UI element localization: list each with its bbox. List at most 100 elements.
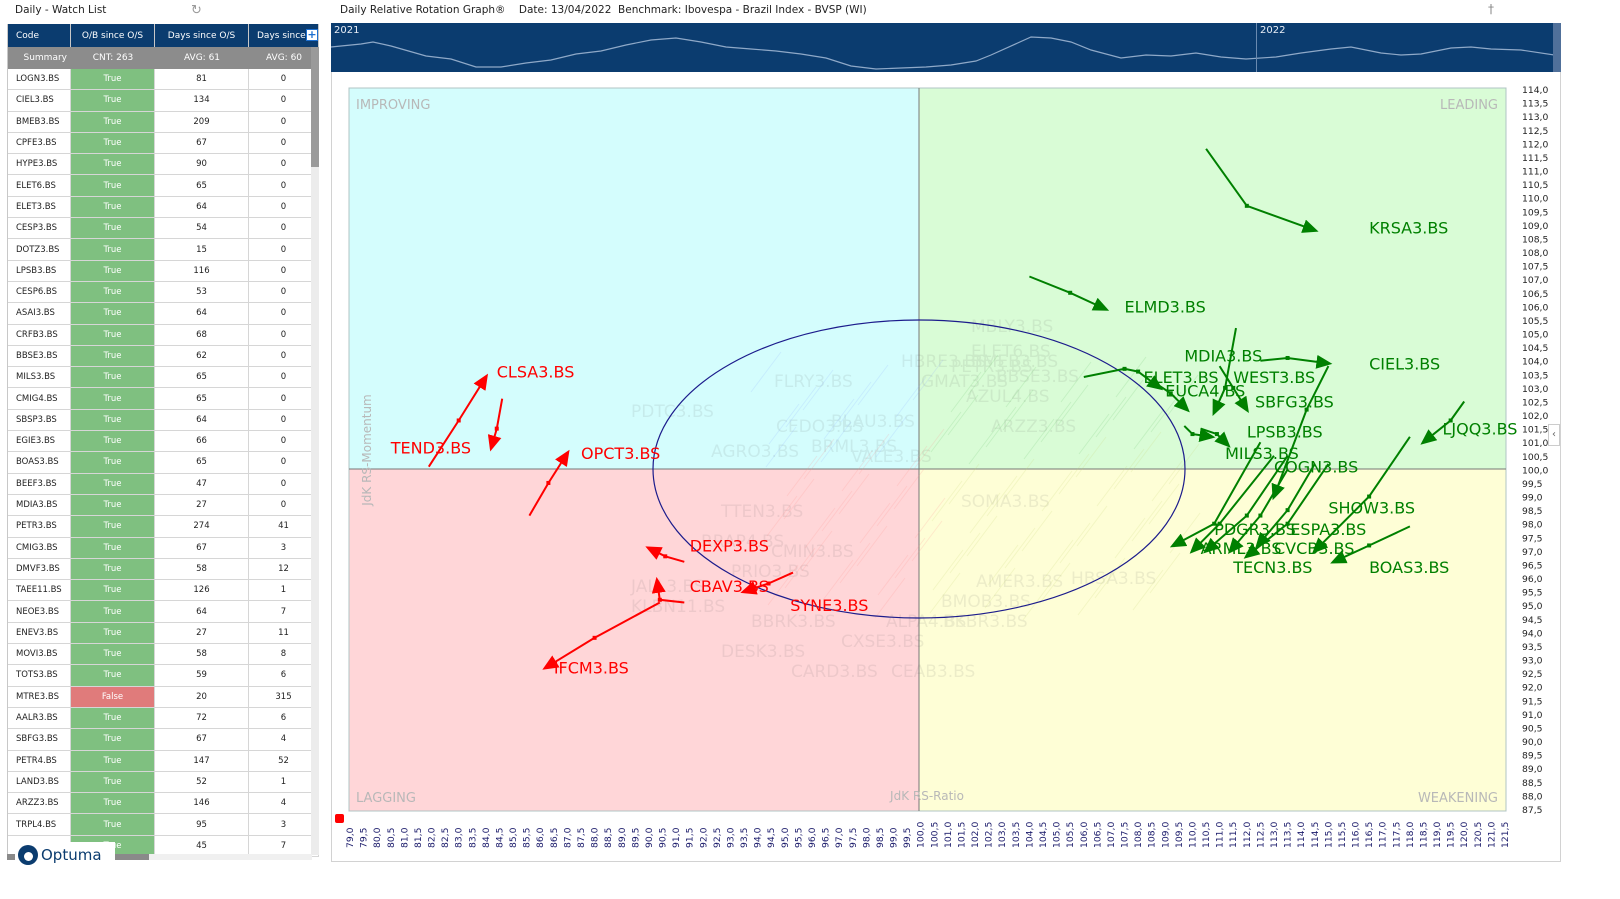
timeline-range-handle[interactable] (1553, 23, 1561, 72)
table-row[interactable]: CESP6.BS True 53 0 (8, 281, 319, 304)
table-row[interactable]: DMVF3.BS True 58 12 (8, 558, 319, 581)
table-row[interactable]: CPFE3.BS True 67 0 (8, 132, 319, 155)
series-label[interactable]: SHOW3.BS (1328, 498, 1415, 517)
table-row[interactable]: LAND3.BS True 52 1 (8, 771, 319, 794)
series-west3-bs[interactable]: WEST3.BS (1233, 365, 1330, 501)
table-row[interactable]: DOTZ3.BS True 15 0 (8, 239, 319, 261)
tail-line (1083, 367, 1164, 391)
series-sbfg3-bs[interactable]: SBFG3.BS (1218, 365, 1334, 413)
table-row[interactable]: HYPE3.BS True 90 0 (8, 154, 319, 176)
table-row[interactable]: BMEB3.BS True 209 0 (8, 111, 319, 133)
table-row[interactable]: LOGN3.BS True 81 0 (8, 69, 319, 91)
table-row[interactable]: MDIA3.BS True 27 0 (8, 494, 319, 517)
table-row[interactable]: AALR3.BS True 72 6 (8, 707, 319, 730)
series-mdia3-bs[interactable]: MDIA3.BS (1184, 327, 1262, 416)
series-label[interactable]: OPCT3.BS (581, 444, 660, 463)
table-row[interactable]: PETR3.BS True 274 41 (8, 516, 319, 538)
series-label[interactable]: SYNE3.BS (790, 596, 868, 615)
series-opct3-bs[interactable]: OPCT3.BS (528, 444, 660, 517)
series-cogn3-bs[interactable]: COGN3.BS (1203, 455, 1358, 554)
column-header-days-since[interactable]: Days since + (249, 24, 319, 47)
vertical-scrollbar[interactable] (311, 47, 319, 855)
table-row[interactable]: MTRE3.BS False 20 315 (8, 686, 319, 708)
series-label[interactable]: WEST3.BS (1233, 368, 1315, 387)
table-row[interactable]: CRFB3.BS True 68 0 (8, 324, 319, 346)
table-row[interactable]: MILS3.BS True 65 0 (8, 367, 319, 389)
table-row[interactable]: NEOE3.BS True 64 7 (8, 601, 319, 623)
series-label[interactable]: CIEL3.BS (1369, 354, 1440, 373)
faint-tails (750, 351, 1201, 621)
scrollbar-thumb[interactable] (311, 47, 319, 167)
table-row[interactable]: ASAI3.BS True 64 0 (8, 303, 319, 325)
series-label[interactable]: BOAS3.BS (1369, 558, 1449, 577)
series-ifcm3-bs[interactable]: IFCM3.BS (542, 601, 661, 678)
series-label[interactable]: DEXP3.BS (690, 536, 769, 555)
table-row[interactable]: BEEF3.BS True 47 0 (8, 473, 319, 495)
column-header-days-since-os[interactable]: Days since O/S (155, 24, 249, 47)
table-row[interactable]: SBSP3.BS True 64 0 (8, 409, 319, 432)
series-label[interactable]: LJQQ3.BS (1442, 420, 1517, 439)
series-label[interactable]: ESPA3.BS (1290, 520, 1366, 539)
y-tick: 112,5 (1522, 126, 1548, 137)
series-dexp3-bs[interactable]: DEXP3.BS (645, 536, 769, 563)
table-row[interactable]: CMIG3.BS True 67 3 (8, 537, 319, 559)
series-label[interactable]: COGN3.BS (1274, 458, 1358, 477)
series-label[interactable]: LPSB3.BS (1247, 422, 1323, 441)
series-label[interactable]: ELET3.BS (1144, 368, 1219, 387)
series-euca4-bs[interactable]: EUCA4.BS (1153, 381, 1245, 413)
series-label[interactable]: CVCB3.BS (1274, 539, 1354, 558)
table-row[interactable]: ELET6.BS True 65 0 (8, 175, 319, 197)
table-row[interactable]: ELET3.BS True 64 0 (8, 196, 319, 219)
series-label[interactable]: ARML3.BS (1201, 539, 1282, 558)
table-row[interactable]: ARZZ3.BS True 146 4 (8, 793, 319, 815)
series-label[interactable]: TEND3.BS (390, 439, 471, 458)
series-clsa3-bs[interactable]: CLSA3.BS (427, 363, 575, 468)
series-syne3-bs[interactable]: SYNE3.BS (740, 571, 868, 616)
table-row[interactable]: BBSE3.BS True 62 0 (8, 345, 319, 368)
series-krsa3-bs[interactable]: KRSA3.BS (1205, 148, 1448, 238)
series-label[interactable]: CLSA3.BS (497, 363, 575, 382)
pin-icon[interactable]: † (1488, 2, 1494, 16)
table-row[interactable]: MOVI3.BS True 58 8 (8, 644, 319, 666)
table-row[interactable]: EGIE3.BS True 66 0 (8, 431, 319, 453)
series-show3-bs[interactable]: SHOW3.BS (1311, 436, 1415, 554)
series-label[interactable]: EUCA4.BS (1165, 382, 1245, 401)
series-label[interactable]: SBFG3.BS (1255, 392, 1334, 411)
add-column-icon[interactable]: + (306, 28, 318, 41)
series-elmd3-bs[interactable]: ELMD3.BS (1029, 275, 1206, 317)
series-tend3-bs[interactable]: TEND3.BS (390, 398, 504, 458)
tail-point (1244, 203, 1249, 208)
series-mils3-bs[interactable]: MILS3.BS (1183, 425, 1299, 463)
table-row[interactable]: BOAS3.BS True 65 0 (8, 452, 319, 474)
table-row[interactable]: ENEV3.BS True 27 11 (8, 622, 319, 645)
series-label[interactable]: MILS3.BS (1225, 444, 1299, 463)
series-label[interactable]: ELMD3.BS (1125, 297, 1206, 316)
series-ljqq3-bs[interactable]: LJQQ3.BS (1420, 400, 1518, 445)
selection-indicator[interactable] (335, 814, 344, 823)
series-label[interactable]: IFCM3.BS (554, 659, 629, 678)
table-row[interactable]: LPSB3.BS True 116 0 (8, 260, 319, 282)
column-header-ob-since-os[interactable]: O/B since O/S (71, 24, 155, 47)
table-row[interactable]: PETR4.BS True 147 52 (8, 750, 319, 772)
table-row[interactable]: CIEL3.BS True 134 0 (8, 90, 319, 112)
table-row[interactable]: SBFG3.BS True 67 4 (8, 729, 319, 751)
refresh-icon[interactable]: ↻ (191, 3, 202, 18)
y-tick: 106,0 (1522, 302, 1548, 313)
table-row[interactable]: CESP3.BS True 54 0 (8, 218, 319, 240)
series-tecn3-bs[interactable]: TECN3.BS (1227, 468, 1313, 577)
series-label[interactable]: TECN3.BS (1232, 558, 1312, 577)
table-row[interactable]: CMIG4.BS True 65 0 (8, 388, 319, 410)
table-row[interactable]: TOTS3.BS True 59 6 (8, 665, 319, 687)
series-ciel3-bs[interactable]: CIEL3.BS (1260, 354, 1440, 373)
table-row[interactable]: TAEE11.BS True 126 1 (8, 580, 319, 602)
table-row[interactable]: TRPL4.BS True 95 3 (8, 814, 319, 836)
series-elet3-bs[interactable]: ELET3.BS (1083, 366, 1219, 391)
series-boas3-bs[interactable]: BOAS3.BS (1330, 525, 1450, 577)
timeline-navigator[interactable]: 2021 2022 (331, 23, 1561, 72)
collapse-panel-button[interactable]: ‹ (1548, 424, 1560, 446)
series-label[interactable]: MDIA3.BS (1184, 346, 1262, 365)
cell-ob-since-os: False (71, 686, 155, 707)
series-label[interactable]: KRSA3.BS (1369, 219, 1448, 238)
column-header-code[interactable]: Code (8, 24, 71, 47)
